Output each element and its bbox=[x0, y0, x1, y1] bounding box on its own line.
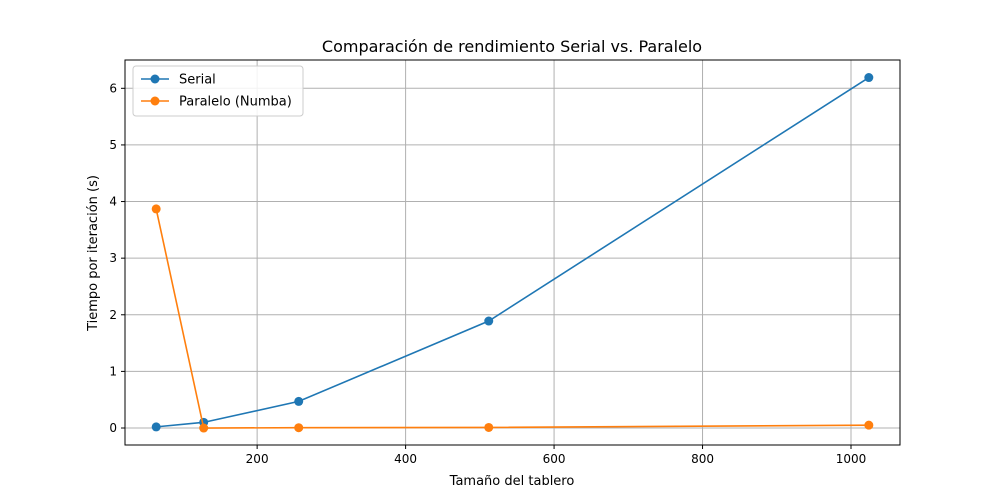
data-point-0-2 bbox=[294, 396, 304, 406]
legend-label-0: Serial bbox=[179, 73, 216, 88]
x-axis-label: Tamaño del tablero bbox=[449, 474, 575, 489]
legend-marker-0 bbox=[150, 74, 160, 84]
x-tick-label: 200 bbox=[246, 452, 269, 466]
grid bbox=[125, 60, 900, 445]
y-axis-ticks: 0 1 2 3 4 5 6 bbox=[109, 81, 125, 435]
y-axis-label: Tiempo por iteración (s) bbox=[86, 175, 101, 332]
x-tick-label: 400 bbox=[394, 452, 417, 466]
y-tick-label: 1 bbox=[109, 364, 117, 378]
x-tick-label: 600 bbox=[543, 452, 566, 466]
plot-frame bbox=[124, 59, 901, 446]
y-tick-label: 5 bbox=[109, 138, 117, 152]
data-point-0-0 bbox=[151, 422, 161, 432]
y-tick-label: 6 bbox=[109, 81, 117, 95]
data-point-0-3 bbox=[484, 316, 494, 326]
data-point-1-0 bbox=[151, 204, 161, 214]
data-point-1-3 bbox=[484, 422, 494, 432]
data-point-1-2 bbox=[294, 423, 304, 433]
y-tick-label: 3 bbox=[109, 251, 117, 265]
y-tick-label: 2 bbox=[109, 308, 117, 322]
series-layer bbox=[151, 73, 874, 433]
x-tick-label: 800 bbox=[691, 452, 714, 466]
legend: Serial Paralelo (Numba) bbox=[132, 65, 304, 117]
data-point-1-4 bbox=[864, 420, 874, 430]
legend-box bbox=[132, 65, 304, 117]
y-tick-label: 4 bbox=[109, 195, 117, 209]
legend-marker-1 bbox=[150, 96, 160, 106]
chart-title: Comparación de rendimiento Serial vs. Pa… bbox=[322, 37, 702, 56]
legend-label-1: Paralelo (Numba) bbox=[179, 95, 292, 110]
data-point-1-1 bbox=[199, 423, 209, 433]
data-point-0-4 bbox=[864, 73, 874, 83]
y-tick-label: 0 bbox=[109, 421, 117, 435]
x-axis-ticks: 200 400 600 800 1000 bbox=[246, 445, 867, 466]
x-tick-label: 1000 bbox=[836, 452, 867, 466]
